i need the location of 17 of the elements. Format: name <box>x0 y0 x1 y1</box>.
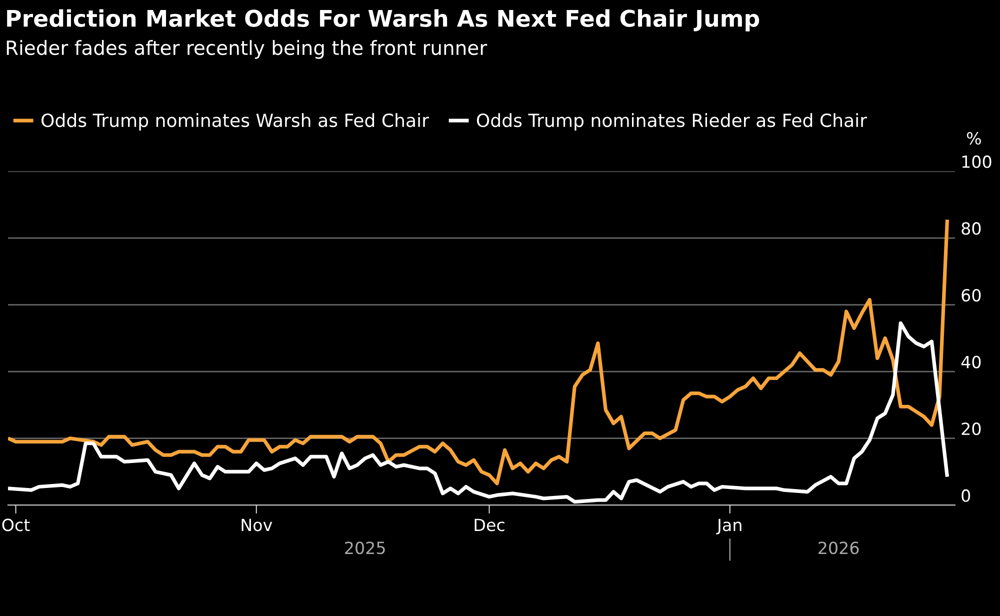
x-tick-label: Nov <box>242 518 272 532</box>
chart-title: Prediction Market Odds For Warsh As Next Fed Chair Jump <box>7 9 760 32</box>
x-tick-label: Jan <box>716 518 742 534</box>
legend-label: Odds Trump nominates Warsh as Fed Chair <box>42 113 429 131</box>
x2-tick-label: 2026 <box>818 542 859 554</box>
y-tick-label: 20 <box>962 422 981 436</box>
y-tick-label: 60 <box>962 288 981 302</box>
x2-tick-label: 2025 <box>345 542 385 554</box>
y-tick-label: 80 <box>962 222 981 235</box>
chart-subtitle: Rieder fades after recently being the front runner <box>6 40 488 59</box>
legend-label: Odds Trump nominates Rieder as Fed Chair <box>476 113 868 131</box>
y-tick-label: 100 <box>962 155 992 168</box>
y-tick-label: 0 <box>962 489 970 502</box>
y-tick-label: 40 <box>961 356 981 368</box>
x-tick-label: Oct <box>2 518 30 532</box>
x-tick-label: Dec <box>474 518 504 532</box>
y-axis-title: % <box>966 132 981 145</box>
